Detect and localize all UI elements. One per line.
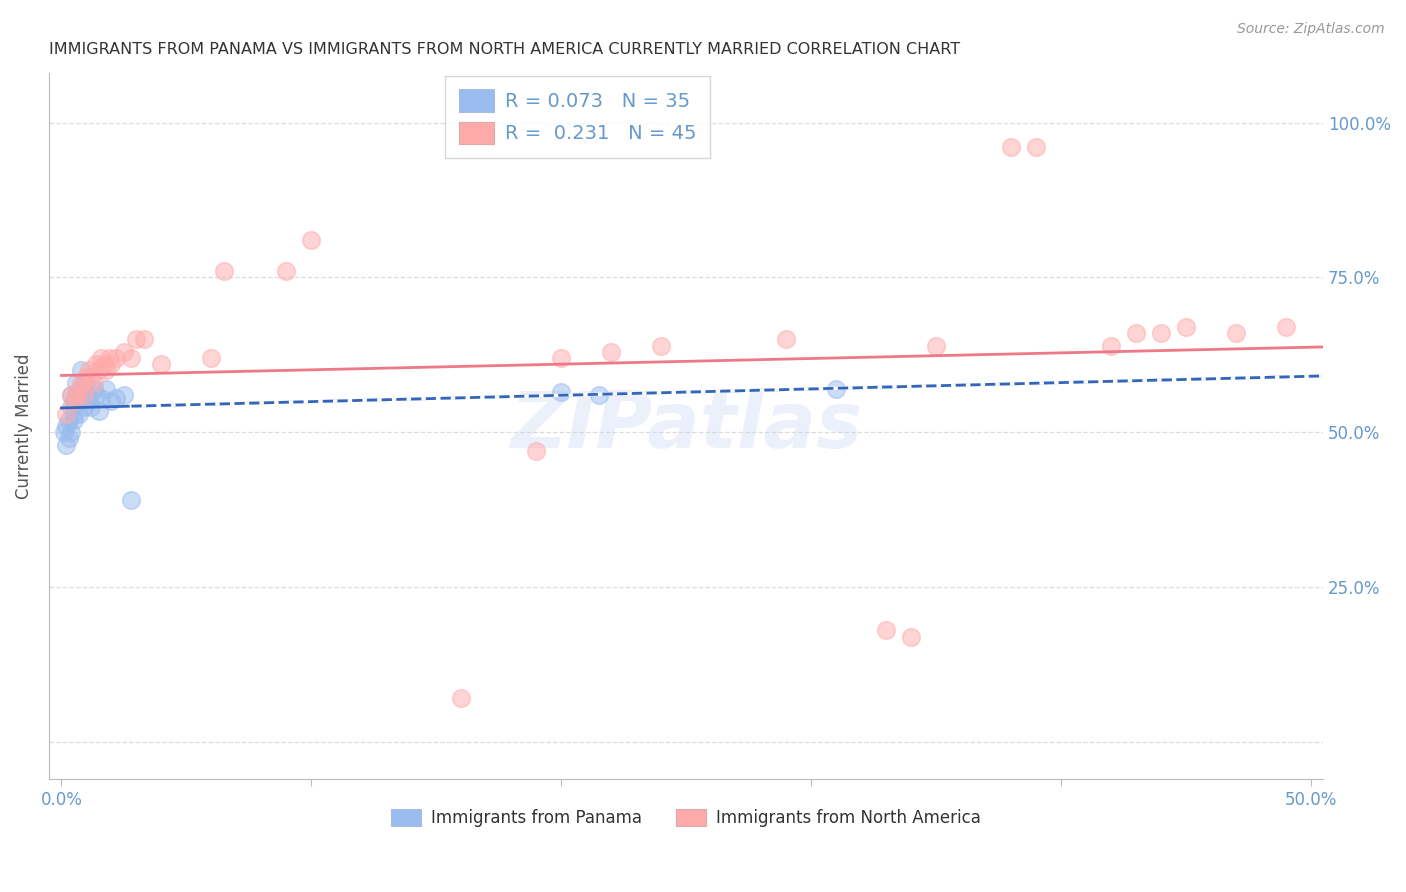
Point — [105, 351, 128, 365]
Legend: Immigrants from Panama, Immigrants from North America: Immigrants from Panama, Immigrants from … — [385, 803, 987, 834]
Point — [65, 388, 87, 402]
Point — [73, 401, 96, 415]
Point — [132, 332, 155, 346]
Point — [96, 382, 118, 396]
Point — [100, 357, 122, 371]
Point — [67, 407, 90, 421]
Point — [212, 264, 235, 278]
Point — [87, 403, 110, 417]
Point — [55, 437, 77, 451]
Point — [77, 391, 100, 405]
Point — [1274, 320, 1296, 334]
Point — [550, 384, 572, 399]
Point — [65, 376, 87, 390]
Point — [73, 376, 96, 390]
Point — [80, 401, 103, 415]
Point — [775, 332, 797, 346]
Point — [450, 691, 472, 706]
Point — [112, 344, 135, 359]
Point — [83, 382, 105, 396]
Point — [63, 413, 86, 427]
Point — [524, 443, 547, 458]
Point — [1125, 326, 1147, 341]
Point — [70, 363, 93, 377]
Point — [52, 425, 75, 440]
Text: Source: ZipAtlas.com: Source: ZipAtlas.com — [1237, 22, 1385, 37]
Point — [650, 338, 672, 352]
Point — [1025, 140, 1047, 154]
Point — [96, 363, 118, 377]
Point — [65, 388, 87, 402]
Point — [63, 394, 86, 409]
Point — [77, 363, 100, 377]
Point — [80, 369, 103, 384]
Point — [75, 388, 97, 402]
Point — [925, 338, 948, 352]
Point — [100, 394, 122, 409]
Point — [588, 388, 610, 402]
Point — [87, 363, 110, 377]
Point — [900, 630, 922, 644]
Point — [299, 233, 322, 247]
Point — [86, 357, 108, 371]
Point — [550, 351, 572, 365]
Point — [125, 332, 148, 346]
Point — [150, 357, 173, 371]
Point — [70, 388, 93, 402]
Point — [60, 388, 83, 402]
Point — [105, 391, 128, 405]
Point — [75, 369, 97, 384]
Point — [200, 351, 222, 365]
Point — [63, 394, 86, 409]
Y-axis label: Currently Married: Currently Married — [15, 353, 32, 499]
Point — [825, 382, 848, 396]
Point — [86, 388, 108, 402]
Point — [1225, 326, 1247, 341]
Point — [112, 388, 135, 402]
Point — [73, 388, 96, 402]
Point — [90, 391, 112, 405]
Text: IMMIGRANTS FROM PANAMA VS IMMIGRANTS FROM NORTH AMERICA CURRENTLY MARRIED CORREL: IMMIGRANTS FROM PANAMA VS IMMIGRANTS FRO… — [49, 42, 960, 57]
Point — [63, 407, 86, 421]
Point — [120, 351, 142, 365]
Point — [75, 376, 97, 390]
Point — [276, 264, 298, 278]
Point — [58, 413, 80, 427]
Point — [1150, 326, 1173, 341]
Point — [58, 432, 80, 446]
Point — [60, 425, 83, 440]
Point — [60, 388, 83, 402]
Point — [97, 351, 120, 365]
Point — [55, 407, 77, 421]
Point — [83, 376, 105, 390]
Point — [875, 624, 897, 638]
Point — [67, 382, 90, 396]
Point — [70, 376, 93, 390]
Point — [1174, 320, 1197, 334]
Text: ZIPatlas: ZIPatlas — [510, 388, 862, 464]
Point — [60, 401, 83, 415]
Point — [600, 344, 623, 359]
Point — [55, 419, 77, 434]
Point — [93, 357, 115, 371]
Point — [67, 391, 90, 405]
Point — [1099, 338, 1122, 352]
Point — [90, 351, 112, 365]
Point — [120, 493, 142, 508]
Point — [1000, 140, 1022, 154]
